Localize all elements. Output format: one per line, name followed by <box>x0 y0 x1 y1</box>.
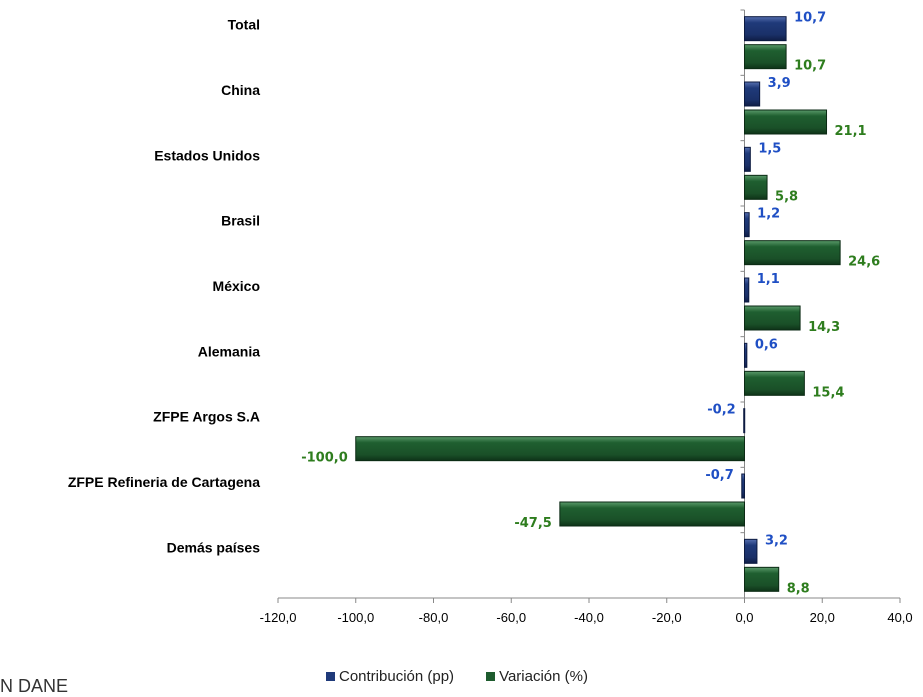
legend: Contribución (pp) Variación (%) <box>326 668 588 685</box>
contribution-value-label: 1,5 <box>758 141 781 156</box>
category-label: ZFPE Argos S.A <box>153 409 260 425</box>
contribution-value-label: 3,2 <box>765 533 788 548</box>
x-tick-label: -120,0 <box>260 610 297 625</box>
x-tick-label: -40,0 <box>574 610 604 625</box>
contribution-value-label: 10,7 <box>794 11 826 26</box>
contribution-bar <box>744 212 750 238</box>
contribution-bar <box>743 408 746 434</box>
contribution-bar <box>741 473 745 499</box>
contribution-value-label: 3,9 <box>768 76 791 91</box>
legend-label-variacion: Variación (%) <box>499 668 588 685</box>
legend-item-contribucion: Contribución (pp) <box>326 668 454 685</box>
labels-layer: Total China Estados Unidos Brasil México Alem… <box>68 11 880 597</box>
category-label: Alemania <box>198 343 260 359</box>
x-tick-label: -80,0 <box>419 610 449 625</box>
contribution-value-label: 1,2 <box>757 207 780 222</box>
contribution-value-label: -0,2 <box>707 403 735 418</box>
category-label: Brasil <box>221 213 260 229</box>
variation-value-label: -47,5 <box>514 516 551 531</box>
legend-swatch-contribucion <box>326 672 335 681</box>
legend-label-contribucion: Contribución (pp) <box>339 668 455 685</box>
legend-swatch-variacion <box>486 672 496 681</box>
variation-bar <box>744 174 768 200</box>
contribution-value-label: 1,1 <box>757 272 780 287</box>
variation-value-label: 10,7 <box>794 59 826 74</box>
contribution-value-label: -0,7 <box>705 468 733 483</box>
contribution-bar <box>744 16 787 42</box>
legend-item-variacion: Variación (%) <box>486 668 588 685</box>
category-label: ZFPE Refineria de Cartagena <box>68 474 260 490</box>
category-label: Demás países <box>167 539 261 555</box>
variation-value-label: 24,6 <box>848 255 880 270</box>
x-tick-label: -60,0 <box>496 610 526 625</box>
contribution-bar <box>744 342 748 368</box>
variation-bar <box>355 436 745 462</box>
variation-bar <box>744 109 828 135</box>
contribution-value-label: 0,6 <box>755 337 778 352</box>
variation-bar <box>744 305 801 331</box>
contribution-bar <box>744 81 761 107</box>
variation-bar <box>744 240 841 266</box>
variation-value-label: 14,3 <box>808 320 840 335</box>
contribution-bar <box>744 277 750 303</box>
variation-value-label: 8,8 <box>787 581 810 596</box>
variation-value-label: -100,0 <box>301 451 348 466</box>
contribution-bar <box>744 538 758 564</box>
category-label: Total <box>228 17 260 33</box>
category-label: Estados Unidos <box>154 147 260 163</box>
contribution-bar <box>744 146 751 172</box>
x-tick-label: -20,0 <box>652 610 682 625</box>
variation-bar <box>744 44 787 70</box>
variation-bar <box>744 370 805 396</box>
x-tick-label: 20,0 <box>810 610 835 625</box>
bars-layer <box>355 16 841 592</box>
x-tick-label: -100,0 <box>337 610 374 625</box>
variation-bar <box>744 566 780 592</box>
x-tick-label: 0,0 <box>735 610 753 625</box>
category-label: México <box>213 278 260 294</box>
variation-bar <box>559 501 745 527</box>
category-label: China <box>221 82 260 98</box>
variation-value-label: 15,4 <box>812 385 844 400</box>
x-tick-label: 40,0 <box>887 610 912 625</box>
axis-layer: -120,0 -100,0 -80,0 -60,0 -40,0 -20,0 0,0 20,0 4… <box>260 9 913 625</box>
variation-value-label: 5,8 <box>775 189 798 204</box>
variation-value-label: 21,1 <box>835 124 867 139</box>
